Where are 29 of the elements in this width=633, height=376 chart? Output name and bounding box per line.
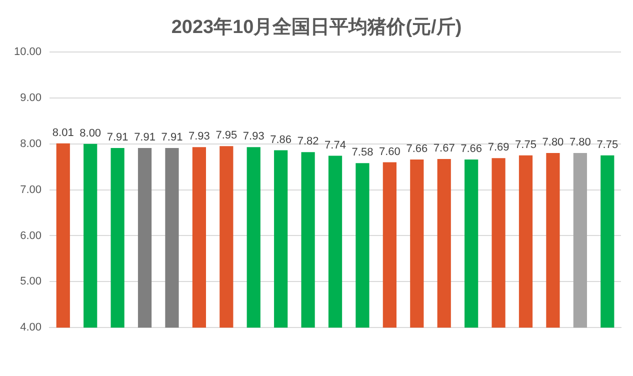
data-label: 7.93	[188, 130, 210, 143]
y-tick-label: 8.00	[20, 138, 42, 150]
data-label: 7.82	[297, 136, 319, 148]
y-tick-label: 4.00	[20, 322, 42, 334]
data-label: 7.80	[569, 136, 591, 149]
data-label: 7.95	[216, 130, 238, 142]
data-label: 7.74	[324, 139, 346, 152]
data-label: 7.91	[106, 132, 128, 144]
data-label: 7.75	[515, 138, 536, 151]
data-label: 7.86	[270, 134, 292, 146]
data-label: 7.58	[352, 146, 374, 159]
y-tick-label: 10.00	[14, 46, 42, 58]
data-label: 7.75	[596, 138, 618, 151]
data-label: 7.91	[134, 132, 156, 144]
data-label: 7.67	[433, 142, 455, 155]
y-tick-label: 9.00	[20, 92, 42, 104]
data-label: 8.01	[52, 126, 74, 139]
data-label: 7.69	[488, 142, 510, 154]
y-tick-label: 6.00	[20, 230, 42, 242]
data-label: 8.00	[80, 127, 102, 140]
data-label: 7.60	[378, 146, 400, 158]
data-label: 7.93	[242, 130, 264, 143]
data-label: 7.91	[161, 132, 183, 144]
data-label: 7.66	[406, 143, 428, 156]
chart-title: 2023年10月全国日平均猪价(元/斤)	[170, 16, 463, 40]
data-label: 7.80	[542, 136, 564, 149]
y-tick-label: 5.00	[20, 276, 42, 288]
data-label: 7.66	[460, 143, 482, 156]
y-tick-label: 7.00	[20, 184, 42, 196]
